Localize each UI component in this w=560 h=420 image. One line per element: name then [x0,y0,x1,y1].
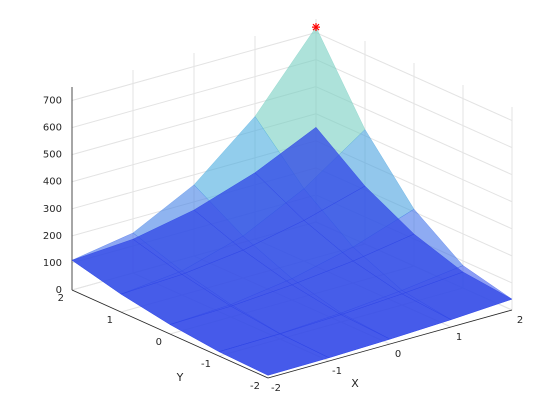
x-tick-label: 2 [517,315,523,326]
x-tick-label: -2 [271,383,281,394]
x-axis [267,309,513,379]
z-tick-label: 600 [43,123,62,134]
z-tick-label: 300 [43,204,62,215]
z-tick-label: 100 [43,258,62,269]
peak-marker-stroke [312,23,320,31]
x-tick-label: -1 [332,366,342,377]
z-tick-label: 500 [43,150,62,161]
surface-patch [218,333,330,376]
y-tick-label: 1 [107,315,113,326]
x-tick-label: 0 [395,349,401,360]
y-tick-label: -2 [250,381,260,392]
x-tick-label: 1 [456,332,462,343]
x-axis-label: X [351,377,359,390]
z-tick-label: 400 [43,177,62,188]
y-axis [71,289,269,379]
y-tick-label: 2 [58,293,64,304]
y-tick-label: 0 [156,337,162,348]
y-axis-label: Y [176,371,184,384]
z-tick-label: 700 [43,96,62,107]
peak-marker [312,23,320,32]
z-tick-label: 200 [43,231,62,242]
z-tick-label: 0 [56,285,62,296]
y-tick-label: -1 [201,359,211,370]
